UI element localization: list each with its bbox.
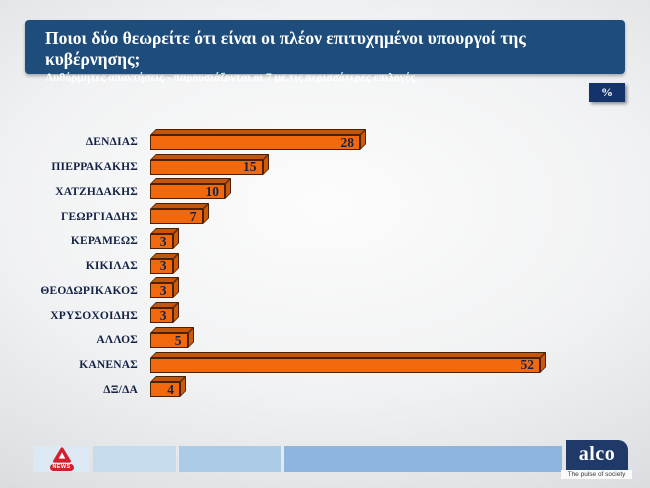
category-label: ΧΑΤΖΗΔΑΚΗΣ: [55, 185, 138, 198]
page-title: Ποιοι δύο θεωρείτε ότι είναι οι πλέον επ…: [45, 28, 526, 69]
category-label: ΧΡΥΣΟΧΟΙΔΗΣ: [50, 309, 138, 322]
bar: 7: [150, 203, 209, 225]
bar-face: 15: [150, 159, 263, 175]
chart-row: ΑΛΛΟΣ 5: [0, 326, 650, 353]
bar: 3: [150, 252, 179, 274]
bar: 3: [150, 302, 179, 324]
percent-unit-badge: %: [589, 83, 625, 102]
bar-side-bevel: [180, 376, 186, 398]
bar-area: 3: [150, 302, 650, 324]
footer-band-segment: NEWS: [33, 446, 90, 472]
category-label: ΚΑΝΕΝΑΣ: [79, 359, 138, 372]
bar-area: 52: [150, 351, 650, 373]
bar: 10: [150, 178, 231, 200]
bar-face: 3: [150, 258, 173, 274]
bar-chart: ΔΕΝΔΙΑΣ 28 ΠΙΕΡΡΑΚΑΚΗΣ 15 ΧΑΤΖΗΔΑΚΗΣ 10 ΓΕΩΡΓΙ…: [0, 128, 650, 403]
category-label: ΓΕΩΡΓΙΑΔΗΣ: [61, 210, 138, 223]
chart-row: ΘΕΟΔΩΡΙΚΑΚΟΣ 3: [0, 277, 650, 304]
value-label: 7: [189, 208, 197, 224]
category-label: ΑΛΛΟΣ: [96, 334, 138, 347]
alpha-news-logo: NEWS: [49, 447, 74, 471]
category-label: ΚΕΡΑΜΕΩΣ: [70, 235, 138, 248]
bar-area: 10: [150, 178, 650, 200]
bar-area: 4: [150, 376, 650, 398]
alpha-news-label: NEWS: [49, 464, 74, 471]
category-label: ΔΞ/ΔΑ: [103, 383, 138, 396]
bar-face: 5: [150, 332, 188, 348]
bar-face: 52: [150, 357, 540, 373]
category-label: ΔΕΝΔΙΑΣ: [85, 136, 138, 149]
alpha-a-icon: [52, 447, 71, 463]
chart-row: ΔΕΝΔΙΑΣ 28: [0, 128, 650, 155]
bar: 28: [150, 128, 366, 150]
chart-row: ΧΡΥΣΟΧΟΙΔΗΣ 3: [0, 302, 650, 328]
chart-row: ΧΑΤΖΗΔΑΚΗΣ 10: [0, 178, 650, 205]
bar: 4: [150, 376, 186, 398]
alco-logo-text: alco: [578, 443, 616, 465]
footer-band-segment: [284, 446, 562, 472]
category-label: ΠΙΕΡΡΑΚΑΚΗΣ: [51, 161, 138, 174]
bar-area: 7: [150, 203, 650, 225]
value-label: 3: [159, 233, 167, 249]
bar-side-bevel: [225, 178, 231, 200]
bar-area: 3: [150, 227, 650, 249]
bar-face: 3: [150, 283, 173, 299]
category-label: ΚΙΚΙΛΑΣ: [85, 260, 138, 273]
chart-row: ΚΑΝΕΝΑΣ 52: [0, 351, 650, 378]
chart-row: ΓΕΩΡΓΙΑΔΗΣ 7: [0, 203, 650, 229]
alco-logo: alco: [566, 440, 628, 470]
bar-face: 3: [150, 307, 173, 324]
bar-area: 15: [150, 153, 650, 175]
bar-face: 28: [150, 134, 360, 150]
bar-area: 5: [150, 326, 650, 348]
footer-band-segment: [179, 446, 281, 472]
value-label: 52: [520, 357, 535, 373]
category-label: ΘΕΟΔΩΡΙΚΑΚΟΣ: [40, 284, 138, 297]
value-label: 28: [340, 134, 355, 150]
bar-face: 10: [150, 184, 225, 200]
bar: 15: [150, 153, 269, 175]
bar: 5: [150, 326, 194, 348]
bar-face: 4: [150, 382, 180, 398]
chart-row: ΚΕΡΑΜΕΩΣ 3: [0, 227, 650, 254]
bar-area: 3: [150, 252, 650, 274]
bar-face: 7: [150, 208, 203, 225]
value-label: 3: [159, 283, 167, 299]
value-label: 15: [243, 159, 257, 175]
bar-area: 3: [150, 277, 650, 299]
chart-row: ΔΞ/ΔΑ 4: [0, 376, 650, 403]
bar: 3: [150, 277, 179, 299]
value-label: 10: [205, 184, 220, 200]
value-label: 3: [159, 258, 167, 274]
bar-face: 3: [150, 233, 173, 249]
bar: 52: [150, 351, 546, 373]
alco-tagline: The pulse of society: [561, 470, 632, 479]
footer-band-segment: [93, 446, 176, 472]
chart-row: ΠΙΕΡΡΑΚΑΚΗΣ 15: [0, 153, 650, 180]
bar-area: 28: [150, 128, 650, 150]
bar: 3: [150, 227, 179, 249]
chart-row: ΚΙΚΙΛΑΣ 3: [0, 252, 650, 279]
page-subtitle: Αυθόρμητες απαντήσεις - παρουσιάζονται ο…: [45, 72, 415, 84]
value-label: 3: [159, 307, 167, 323]
value-label: 5: [174, 332, 182, 348]
value-label: 4: [167, 382, 174, 398]
title-box: Ποιοι δύο θεωρείτε ότι είναι οι πλέον επ…: [25, 20, 625, 84]
